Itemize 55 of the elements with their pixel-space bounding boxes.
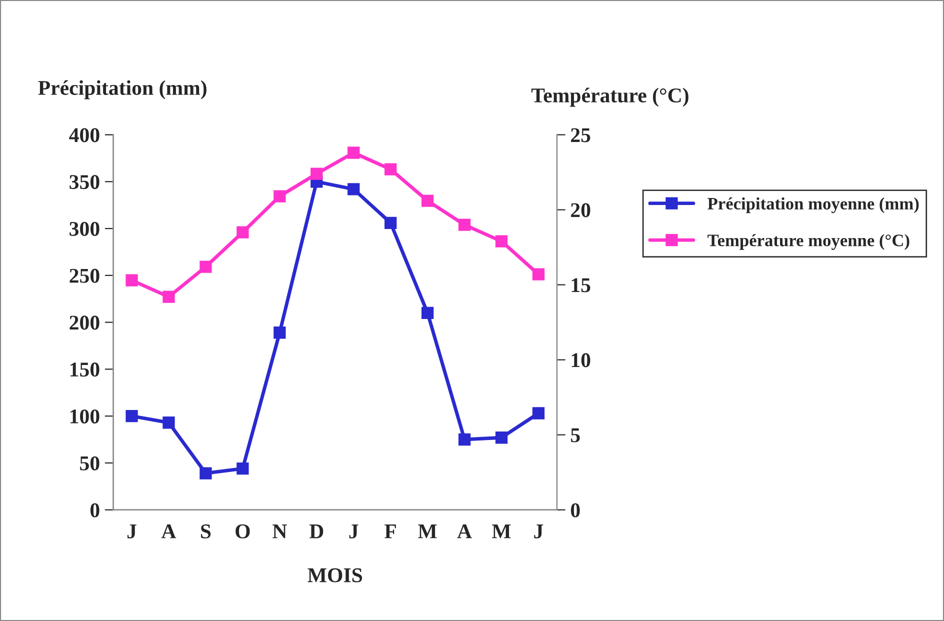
x-tick-label: F	[384, 524, 396, 538]
point	[126, 274, 138, 286]
y2-tick-label: 5	[570, 428, 580, 442]
point	[532, 268, 545, 280]
x-tick-label: J	[127, 524, 136, 538]
point	[421, 194, 434, 207]
y2-axis-title: Température (°C)	[531, 88, 688, 107]
x-tick-label: A	[161, 524, 176, 538]
point	[200, 467, 212, 480]
legend-label: Précipitation moyenne (mm)	[708, 197, 919, 214]
x-tick-label: D	[309, 524, 324, 538]
point	[236, 226, 249, 238]
point	[495, 235, 508, 248]
point	[310, 168, 323, 180]
x-tick-label: S	[201, 524, 211, 538]
x-tick-label: O	[236, 524, 250, 538]
point	[348, 146, 360, 159]
y-tick-label: 400	[69, 128, 100, 142]
point	[126, 410, 138, 422]
point	[458, 218, 471, 231]
y-tick-label: 50	[80, 456, 100, 470]
y2-tick-label: 25	[571, 128, 590, 142]
y-tick-label: 350	[70, 175, 100, 190]
point	[495, 432, 508, 444]
point	[384, 216, 397, 229]
legend-label: Température moyenne (°C)	[708, 234, 910, 250]
point	[421, 306, 434, 319]
point	[532, 407, 545, 420]
point	[384, 163, 397, 176]
point	[200, 260, 212, 273]
x-tick-label: J	[534, 524, 544, 538]
y2-tick-label: 0	[570, 503, 580, 518]
x-tick-label: A	[457, 524, 472, 538]
point	[458, 433, 471, 446]
x-tick-label: J	[349, 524, 358, 538]
x-tick-label: M	[492, 524, 511, 538]
y2-tick-label: 10	[572, 353, 590, 368]
point	[274, 190, 286, 202]
x-axis-title: MOIS	[308, 568, 362, 582]
y2-tick-label: 15	[572, 278, 590, 292]
y2-tick-label: 20	[571, 203, 590, 218]
point	[236, 462, 249, 475]
x-tick-label: N	[272, 524, 287, 538]
y-tick-label: 200	[70, 316, 100, 330]
y-tick-label: 300	[70, 222, 100, 236]
y-axis-title: Précipitation (mm)	[38, 80, 206, 100]
y-tick-label: 0	[90, 503, 100, 518]
x-tick-label: M	[418, 524, 437, 538]
y-tick-label: 100	[70, 409, 100, 424]
point	[348, 183, 360, 196]
y-tick-label: 250	[70, 268, 100, 283]
point	[274, 326, 286, 339]
point	[162, 290, 175, 303]
point	[162, 416, 175, 429]
y-tick-label: 150	[70, 362, 100, 377]
